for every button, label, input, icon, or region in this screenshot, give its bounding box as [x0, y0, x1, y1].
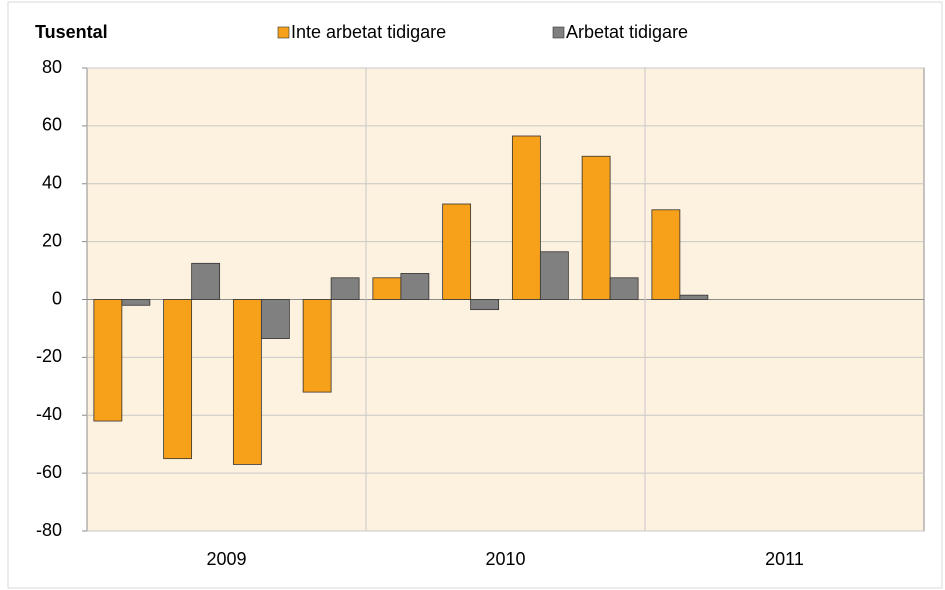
bar [330, 277, 360, 300]
chart-title: Tusental [35, 22, 108, 42]
y-tick-label: -40 [36, 404, 62, 424]
bar [400, 273, 430, 300]
x-group-label: 2011 [765, 549, 804, 569]
bar [539, 251, 569, 300]
bar [302, 299, 332, 393]
bar [372, 277, 402, 300]
y-tick-label: 40 [42, 173, 62, 193]
y-tick-label: 80 [42, 57, 62, 77]
bar [232, 299, 262, 465]
bar [163, 299, 193, 460]
x-group-label: 2010 [485, 549, 525, 569]
y-tick-label: 20 [42, 230, 62, 250]
legend-label: Arbetat tidigare [566, 22, 688, 42]
y-tick-label: -20 [36, 346, 62, 366]
y-tick-label: 60 [42, 115, 62, 135]
bar [260, 299, 290, 339]
y-tick-label: 0 [52, 288, 62, 308]
bar [581, 155, 611, 300]
bar [470, 299, 500, 311]
legend-swatch [277, 26, 290, 39]
bar [442, 203, 472, 300]
bar [121, 299, 151, 306]
x-group-label: 2009 [206, 549, 246, 569]
y-tick-label: -60 [36, 462, 62, 482]
legend-label: Inte arbetat tidigare [291, 22, 446, 42]
bar [679, 294, 709, 300]
bar [93, 299, 123, 422]
bar [609, 277, 639, 300]
bar [651, 209, 681, 300]
legend-swatch [552, 26, 565, 39]
bar [191, 262, 221, 300]
y-tick-label: -80 [36, 520, 62, 540]
bar [511, 135, 541, 300]
